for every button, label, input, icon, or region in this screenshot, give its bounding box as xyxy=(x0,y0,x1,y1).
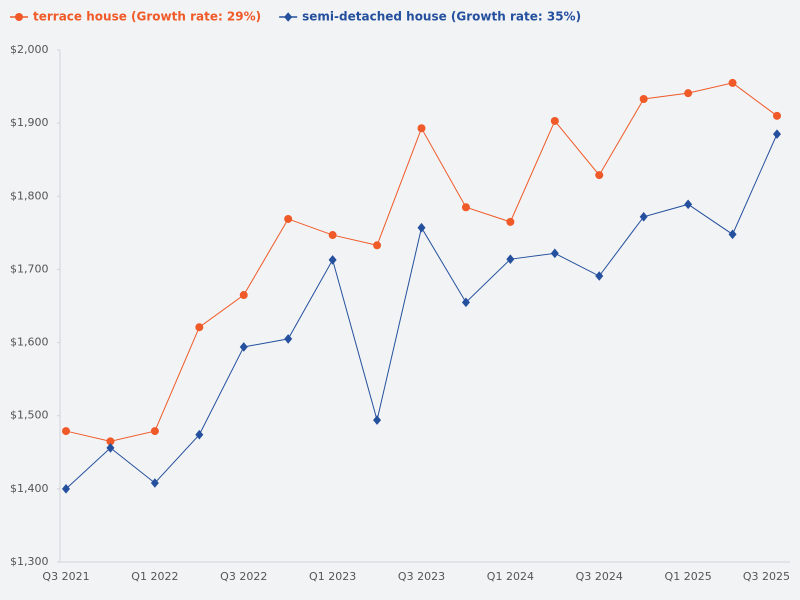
data-point xyxy=(506,254,515,264)
x-tick-label: Q3 2025 xyxy=(743,570,790,583)
data-point xyxy=(773,111,781,120)
x-tick-label: Q3 2022 xyxy=(220,570,267,583)
y-tick-label: $2,000 xyxy=(10,43,49,56)
y-tick-label: $1,900 xyxy=(10,116,49,129)
data-point xyxy=(195,429,204,440)
x-tick-label: Q1 2023 xyxy=(309,570,356,583)
x-tick-label: Q3 2021 xyxy=(42,570,89,583)
data-point xyxy=(728,78,737,87)
x-tick-label: Q3 2023 xyxy=(398,570,445,583)
legend-marker xyxy=(15,13,23,21)
data-point xyxy=(150,478,159,488)
data-point xyxy=(239,342,248,352)
data-point xyxy=(106,443,115,453)
data-point xyxy=(506,217,515,226)
data-point xyxy=(106,437,115,446)
legend-label: terrace house (Growth rate: 29%) xyxy=(33,10,261,24)
data-point xyxy=(773,129,781,139)
y-tick-label: $1,600 xyxy=(10,336,49,349)
x-tick-label: Q1 2025 xyxy=(665,570,712,583)
data-point xyxy=(284,214,293,223)
legend-marker xyxy=(284,12,293,22)
data-point xyxy=(639,95,648,104)
data-point xyxy=(239,291,248,300)
data-point xyxy=(417,222,426,233)
x-tick-label: Q1 2024 xyxy=(487,570,534,583)
data-point xyxy=(373,415,382,425)
data-point xyxy=(595,271,604,281)
y-tick-label: $1,500 xyxy=(10,409,49,422)
data-point xyxy=(550,116,559,125)
data-point xyxy=(461,297,470,308)
data-point xyxy=(639,211,648,222)
y-tick-label: $1,800 xyxy=(10,189,49,202)
data-point xyxy=(328,231,337,240)
data-point xyxy=(728,229,737,240)
data-point xyxy=(195,323,204,332)
data-point xyxy=(328,255,337,265)
data-point xyxy=(150,427,159,436)
data-point xyxy=(62,484,70,494)
data-point xyxy=(684,89,693,98)
x-tick-label: Q1 2022 xyxy=(131,570,178,583)
y-tick-label: $1,700 xyxy=(10,262,49,275)
data-point xyxy=(550,248,559,259)
data-point xyxy=(595,171,604,180)
legend-label: semi-detached house (Growth rate: 35%) xyxy=(302,10,581,24)
x-tick-label: Q3 2024 xyxy=(576,570,623,583)
y-tick-label: $1,300 xyxy=(10,555,49,568)
data-point xyxy=(62,427,70,436)
data-point xyxy=(461,203,470,212)
data-point xyxy=(684,199,693,210)
y-tick-label: $1,400 xyxy=(10,482,49,495)
data-point xyxy=(284,334,293,344)
data-point xyxy=(373,241,382,250)
data-point xyxy=(417,124,426,133)
